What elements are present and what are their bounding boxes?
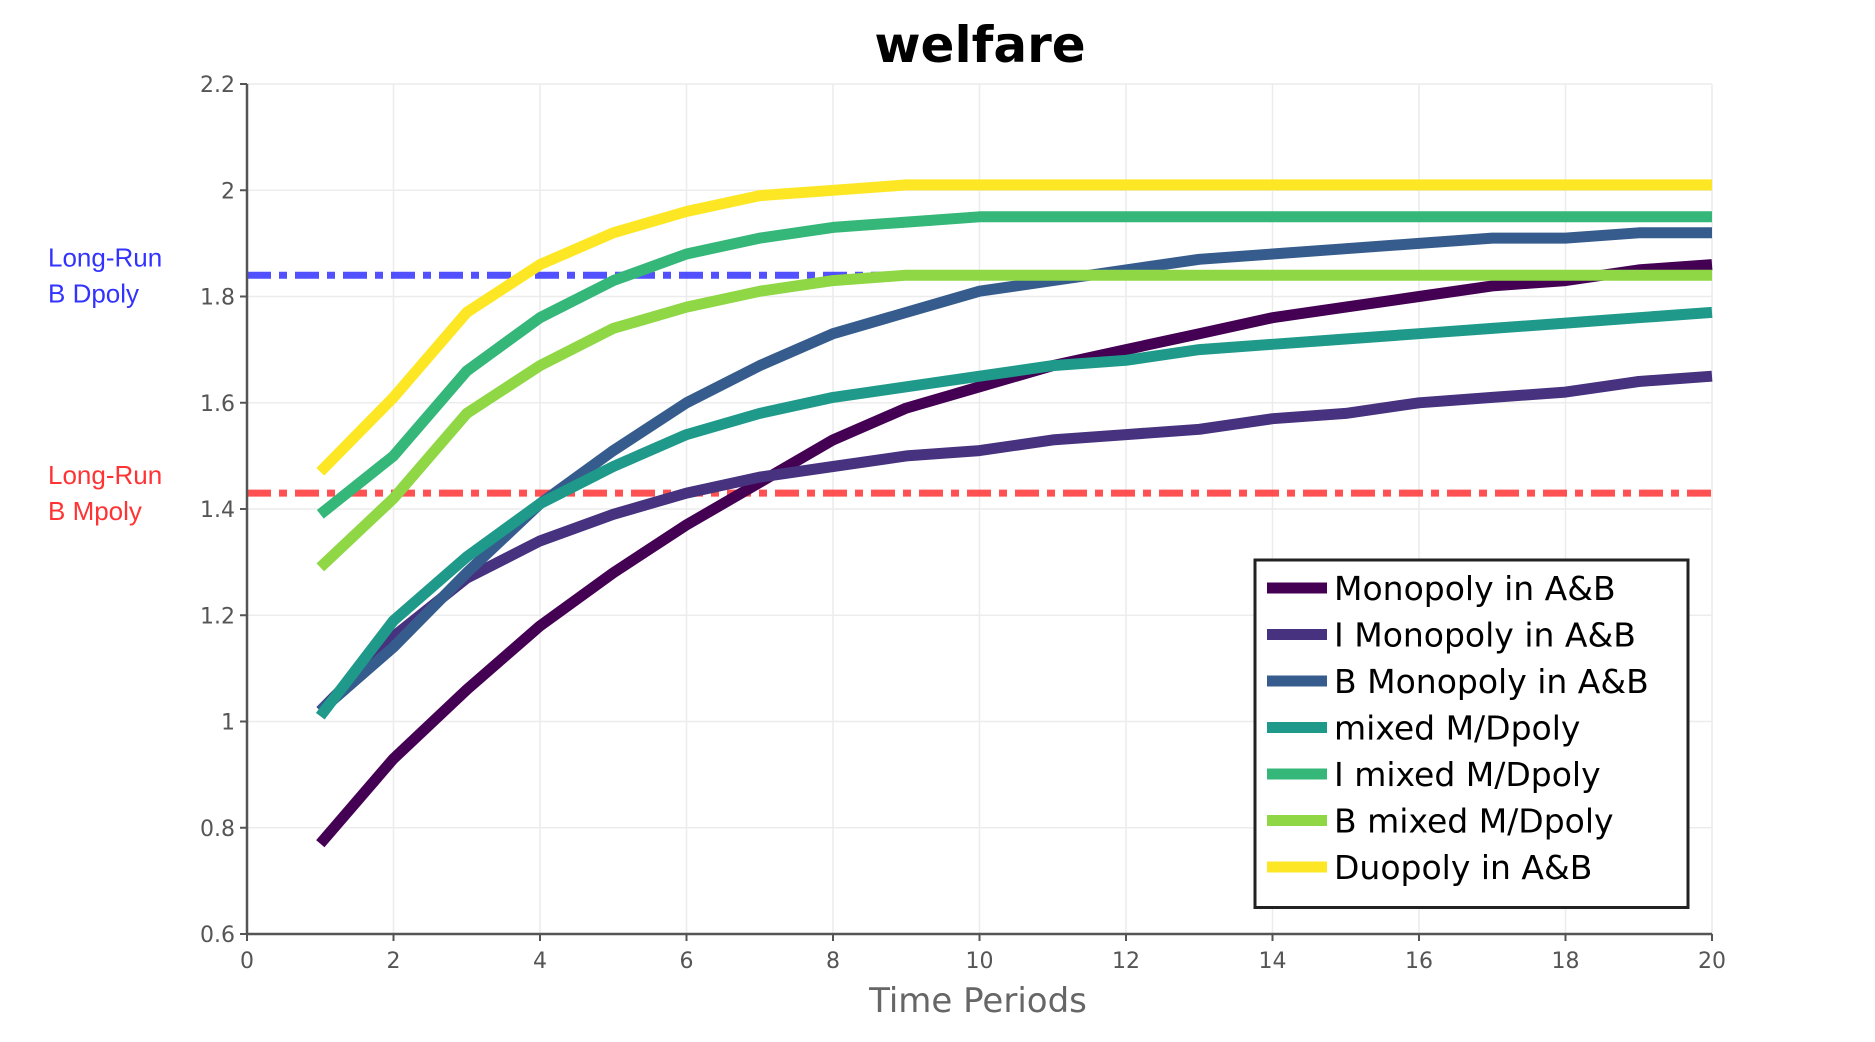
series-lines xyxy=(315,179,1713,848)
legend-label: Duopoly in A&B xyxy=(1334,848,1592,887)
series-line xyxy=(316,370,1713,715)
legend-label: B Monopoly in A&B xyxy=(1334,662,1649,701)
y-tick-label: 1.2 xyxy=(200,604,235,629)
x-tick-label: 18 xyxy=(1552,949,1580,974)
x-tick-label: 16 xyxy=(1405,949,1433,974)
y-tick-label: 1.6 xyxy=(200,392,235,417)
y-tick-label: 0.6 xyxy=(200,923,235,948)
reference-line-label: Long-Run xyxy=(48,460,162,490)
legend: Monopoly in A&B I Monopoly in A&B B Monopo… xyxy=(1253,558,1690,909)
series-line xyxy=(315,306,1713,720)
legend-label: B mixed M/Dpoly xyxy=(1334,802,1614,841)
x-tick-label: 0 xyxy=(240,949,254,974)
tick-labels: 0 2 4 6 8 10 12 14 16 18 20 0.6 0.8 1 1.2 1.4 1.6 1.8 2 2.2 xyxy=(200,73,1726,974)
legend-label: Monopoly in A&B xyxy=(1334,569,1616,608)
y-tick-label: 0.8 xyxy=(200,817,235,842)
series-line xyxy=(316,269,1712,572)
reference-line-label: B Dpoly xyxy=(48,278,139,308)
x-tick-label: 2 xyxy=(387,949,401,974)
x-tick-label: 8 xyxy=(826,949,840,974)
y-tick-label: 1 xyxy=(221,711,235,736)
legend-label: I Monopoly in A&B xyxy=(1334,616,1636,655)
y-tick-label: 2.2 xyxy=(200,73,235,98)
x-tick-label: 14 xyxy=(1259,949,1287,974)
legend-label: mixed M/Dpoly xyxy=(1334,709,1580,748)
y-tick-label: 1.8 xyxy=(200,286,235,311)
x-tick-label: 10 xyxy=(966,949,994,974)
axes xyxy=(240,83,1713,941)
y-tick-label: 2 xyxy=(221,179,235,204)
x-axis-label: Time Periods xyxy=(868,981,1087,1021)
series-line xyxy=(316,179,1712,476)
x-tick-label: 12 xyxy=(1112,949,1140,974)
reference-labels: Long-Run B Dpoly Long-Run B Mpoly xyxy=(48,242,162,526)
legend-box xyxy=(1253,558,1690,909)
reference-line-label: B Mpoly xyxy=(48,496,142,526)
x-tick-label: 6 xyxy=(680,949,694,974)
legend-label: I mixed M/Dpoly xyxy=(1334,755,1601,794)
reference-line-label: Long-Run xyxy=(48,242,162,272)
series-line xyxy=(316,211,1712,519)
x-tick-label: 4 xyxy=(533,949,547,974)
y-tick-label: 1.4 xyxy=(200,498,235,523)
chart-title: welfare xyxy=(874,16,1085,74)
x-tick-label: 20 xyxy=(1698,949,1726,974)
